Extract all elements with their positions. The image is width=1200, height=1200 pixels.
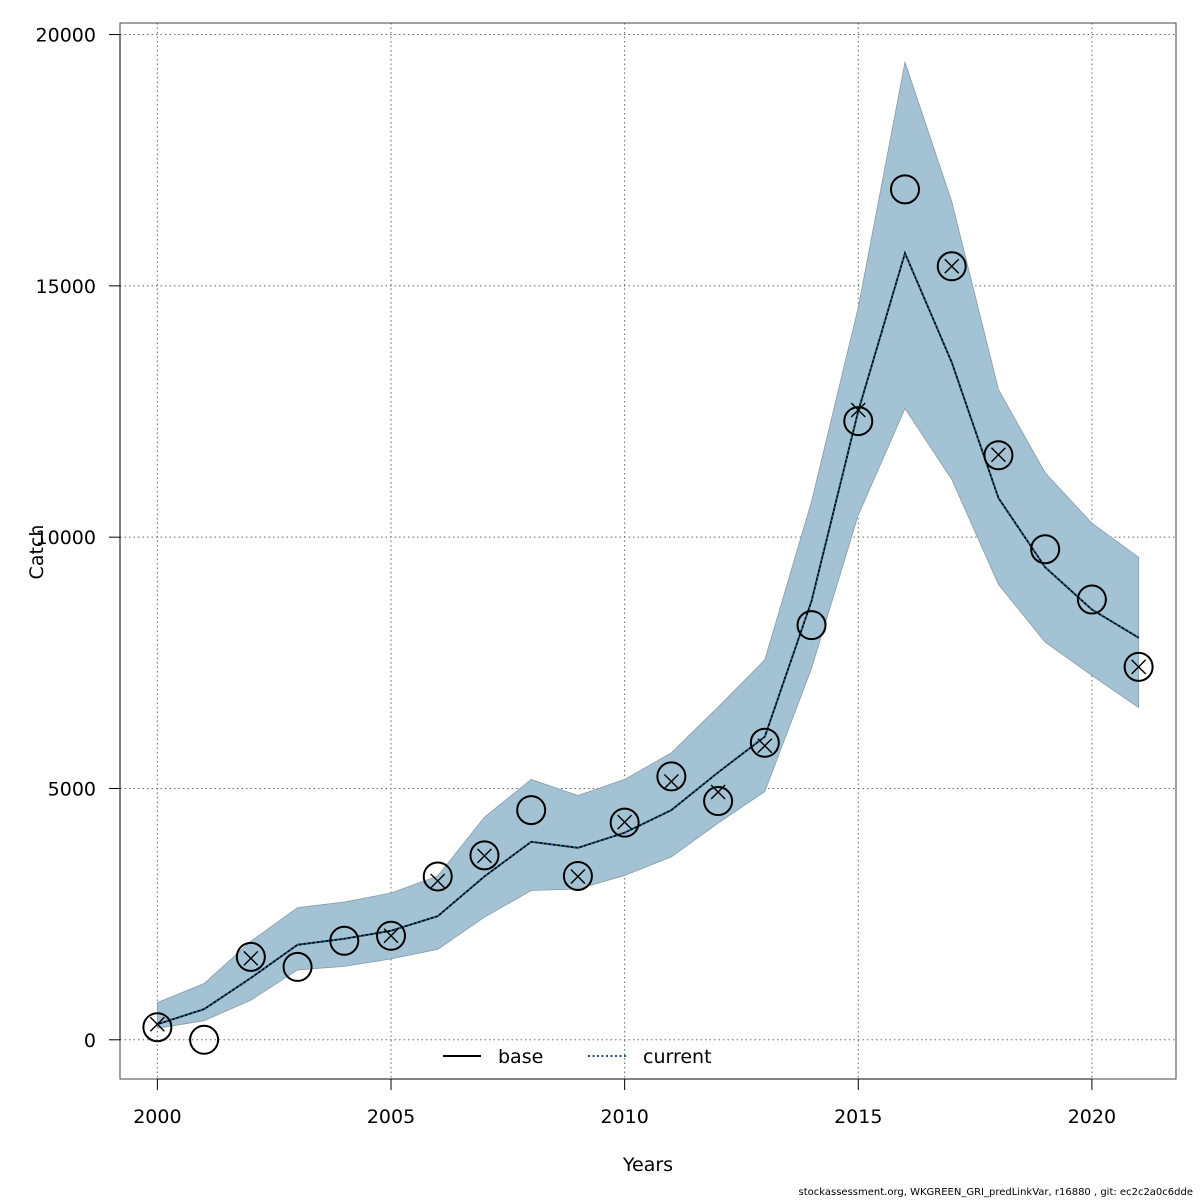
- observation-circle-2001: [189, 1024, 220, 1055]
- cross-b: [944, 258, 960, 274]
- observation-circle-2006: [422, 861, 453, 892]
- observation-circle-2010: [609, 807, 640, 838]
- observation-circle-2005: [376, 920, 407, 951]
- observation-circle-2018: [983, 440, 1014, 471]
- cross-b: [570, 868, 586, 884]
- axes: 2000 2005 2010 2015 2020 0 5000 10000 15000 20000: [36, 25, 1117, 1128]
- observation-circle-2020: [1076, 584, 1107, 615]
- x-tick-label-2000: 2000: [133, 1106, 181, 1128]
- observation-circle-2019: [1030, 534, 1061, 565]
- cross-b: [1131, 659, 1147, 675]
- y-tick-label-0: 0: [84, 1030, 96, 1052]
- observation-cross-2005: [383, 928, 399, 944]
- observation-circle-2017: [936, 251, 967, 282]
- observation-cross-2007: [476, 848, 492, 864]
- observation-cross-2021: [1131, 659, 1147, 675]
- observation-points: [142, 174, 1154, 1055]
- observation-circle-2000: [142, 1012, 173, 1043]
- observation-circle-2011: [656, 761, 687, 792]
- confidence-band: [156, 60, 1140, 1029]
- observation-circle-2014: [796, 610, 827, 641]
- legend: base current: [443, 1046, 712, 1068]
- y-axis-title: Catch: [26, 525, 48, 580]
- y-tick-label-10000: 10000: [36, 527, 96, 549]
- observation-cross-2009: [570, 868, 586, 884]
- observation-cross-2011: [663, 773, 679, 789]
- cross-b: [243, 950, 259, 966]
- observation-circle-2004: [329, 925, 360, 956]
- cross-b: [617, 814, 633, 830]
- observation-cross-2013: [757, 738, 773, 754]
- observation-circle-2016: [889, 174, 920, 205]
- cross-b: [757, 738, 773, 754]
- x-axis-title: Years: [622, 1154, 673, 1176]
- band-area: [156, 60, 1140, 1029]
- observation-circle-2007: [469, 840, 500, 871]
- cross-b: [476, 848, 492, 864]
- x-tick-label-2020: 2020: [1068, 1106, 1116, 1128]
- cross-b: [430, 873, 446, 889]
- cross-b: [149, 1016, 165, 1032]
- cross-b: [850, 402, 866, 418]
- observation-circle-2012: [703, 786, 734, 817]
- observation-circle-2021: [1123, 651, 1154, 682]
- observation-cross-2015: [850, 402, 866, 418]
- legend-base-label: base: [498, 1046, 543, 1068]
- footer-credit: stockassessment.org, WKGREEN_GRI_predLin…: [798, 1187, 1193, 1198]
- observation-cross-2010: [617, 814, 633, 830]
- cross-b: [663, 773, 679, 789]
- series-lines: [157, 250, 1140, 1026]
- observation-cross-2018: [990, 447, 1006, 463]
- observation-circle-2009: [562, 860, 593, 891]
- cross-b: [383, 928, 399, 944]
- series-line-current: [157, 250, 1140, 1026]
- cross-b: [710, 784, 726, 800]
- y-tick-label-20000: 20000: [36, 25, 96, 47]
- x-tick-label-2010: 2010: [600, 1106, 648, 1128]
- observation-cross-2000: [149, 1016, 165, 1032]
- y-tick-label-5000: 5000: [48, 778, 96, 800]
- observation-circle-2013: [749, 727, 780, 758]
- observation-circle-2003: [282, 951, 313, 982]
- observation-cross-2002: [243, 950, 259, 966]
- legend-current-label: current: [643, 1046, 712, 1068]
- x-tick-label-2005: 2005: [367, 1106, 415, 1128]
- y-tick-label-15000: 15000: [36, 276, 96, 298]
- observation-cross-2006: [430, 873, 446, 889]
- observation-circle-2008: [516, 795, 547, 826]
- observation-cross-2012: [710, 784, 726, 800]
- cross-b: [990, 447, 1006, 463]
- observation-circle-2015: [843, 406, 874, 437]
- observation-cross-2017: [944, 258, 960, 274]
- x-tick-label-2015: 2015: [834, 1106, 882, 1128]
- observation-circle-2002: [235, 941, 266, 972]
